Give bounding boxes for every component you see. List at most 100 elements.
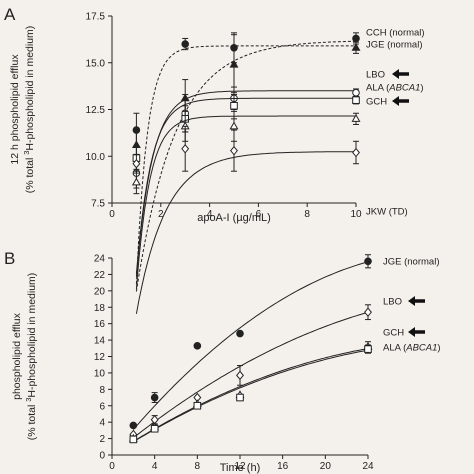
data-point (150, 424, 159, 433)
x-axis-label: apoA-I (µg/mL) (197, 212, 271, 224)
data-point (352, 34, 360, 43)
y-tick-label: 18 (94, 303, 106, 314)
y-axis-label-line2: (% total 3H-phospholipid in medium) (24, 273, 38, 441)
series-label-pre: ALA ( (366, 83, 390, 94)
fit-curve (135, 97, 356, 274)
y-tick-label: 0 (99, 451, 105, 462)
arrow-icon (392, 69, 409, 79)
y-axis-label-pre: (% total (24, 155, 36, 194)
data-point (236, 393, 244, 402)
series-label: LBO (383, 297, 402, 308)
data-point (230, 101, 238, 110)
data-point (129, 435, 138, 444)
y-tick-label: 10 (94, 368, 106, 379)
x-tick-label: 0 (109, 209, 115, 220)
y-axis-label-post: H-phospholipid in medium) (24, 26, 36, 151)
x-tick-label: 8 (304, 209, 310, 220)
fit-curve (135, 151, 356, 314)
series-label: ALA (ABCA1) (383, 343, 441, 354)
y-axis-label-line1: phospholipid efflux (11, 312, 23, 400)
data-point (193, 342, 202, 350)
series-label: JGE (normal) (366, 40, 422, 51)
y-tick-label: 17.5 (86, 12, 106, 23)
data-point (352, 96, 360, 104)
data-point (236, 329, 244, 338)
series-label: ALA (ABCA1) (366, 83, 424, 94)
series-label: GCH (383, 328, 404, 339)
data-point (150, 393, 159, 402)
data-point (132, 158, 141, 169)
x-tick-label: 8 (195, 461, 201, 472)
fit-curve (133, 348, 369, 442)
series-label-post: ) (437, 343, 440, 354)
data-point (352, 147, 360, 158)
series-label-pre: ALA ( (383, 343, 407, 354)
y-tick-label: 8 (99, 385, 105, 396)
y-tick-label: 6 (99, 401, 105, 412)
data-point (351, 114, 361, 122)
y-axis-label-post: H-phospholipid in medium) (26, 273, 38, 398)
y-axis-label-pre: (% total (26, 402, 38, 441)
y-tick-label: 4 (99, 418, 105, 429)
x-tick-label: 2 (158, 209, 164, 220)
data-point (351, 42, 361, 51)
y-tick-label: 7.5 (91, 199, 105, 210)
data-point (193, 401, 202, 410)
fit-curve (135, 115, 356, 290)
y-tick-label: 22 (94, 270, 106, 281)
data-point (129, 421, 138, 430)
fit-curve (135, 40, 357, 292)
y-tick-label: 16 (94, 319, 106, 330)
fit-curve (133, 349, 369, 443)
y-tick-label: 10.0 (86, 152, 106, 163)
series-label: CCH (normal) (366, 28, 425, 39)
fit-curve (132, 261, 369, 430)
y-axis-label-sup: 3 (22, 151, 31, 155)
data-point (229, 59, 239, 68)
series-label: JKW (TD) (366, 207, 408, 218)
x-tick-label: 24 (362, 461, 374, 472)
y-tick-label: 2 (99, 434, 105, 445)
y-axis-label-line1: 12 h phospholipid efflux (9, 54, 21, 165)
data-point (352, 88, 360, 97)
x-axis-label: Time (h) (220, 462, 261, 474)
data-point (131, 177, 141, 186)
y-axis-label-line2: (% total 3H-phospholipid in medium) (22, 26, 36, 194)
y-tick-label: 24 (94, 254, 106, 265)
arrow-icon (408, 296, 425, 306)
data-point (236, 370, 244, 381)
fit-curve (135, 45, 356, 285)
series-label: GCH (366, 97, 387, 108)
x-tick-label: 12 (234, 461, 246, 472)
arrow-icon (392, 96, 409, 106)
data-point (230, 145, 238, 156)
series-label-italic: ABCA1 (405, 343, 437, 354)
series-label-post: ) (420, 83, 423, 94)
x-tick-label: 6 (256, 209, 262, 220)
series-label: JGE (normal) (383, 257, 439, 268)
x-tick-label: 4 (152, 461, 158, 472)
fit-curve (132, 311, 369, 439)
data-point (364, 307, 372, 317)
y-tick-label: 12 (94, 352, 106, 363)
y-tick-label: 15.0 (86, 58, 106, 69)
data-point (364, 257, 372, 266)
y-tick-label: 20 (94, 286, 106, 297)
data-point (229, 121, 239, 130)
data-point (181, 143, 190, 154)
series-label: LBO (366, 70, 385, 81)
y-axis-label-sup: 3 (24, 398, 33, 402)
arrow-icon (408, 327, 425, 337)
x-tick-label: 16 (277, 461, 289, 472)
series-label-italic: ABCA1 (388, 83, 420, 94)
y-tick-label: 14 (94, 336, 106, 347)
x-tick-label: 20 (320, 461, 332, 472)
x-tick-label: 0 (109, 461, 115, 472)
panel-label: B (4, 249, 15, 268)
y-tick-label: 12.5 (86, 105, 106, 116)
fit-curve (135, 90, 356, 277)
x-tick-label: 10 (350, 209, 362, 220)
